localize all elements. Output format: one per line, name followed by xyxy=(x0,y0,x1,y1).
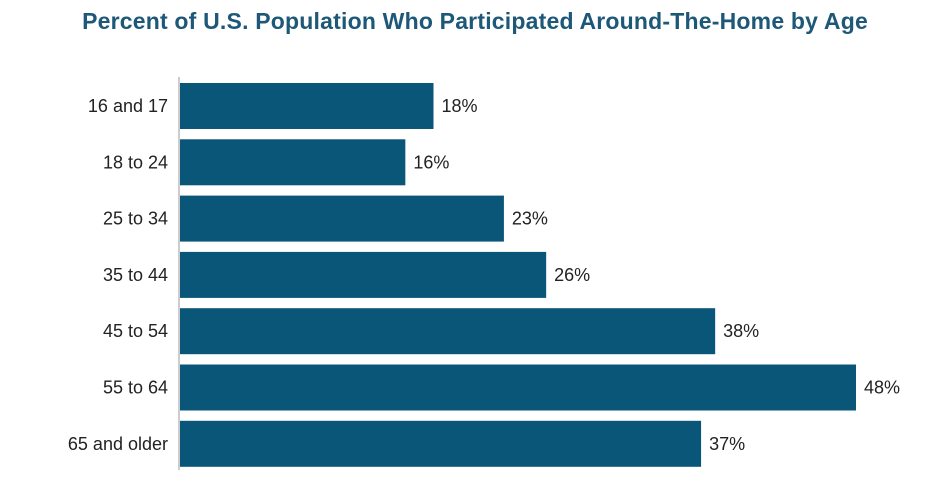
category-label: 45 to 54 xyxy=(103,321,168,341)
bar-4 xyxy=(180,251,547,298)
chart-title: Percent of U.S. Population Who Participa… xyxy=(82,8,868,34)
category-label: 16 and 17 xyxy=(88,96,168,116)
value-label: 18% xyxy=(442,96,478,116)
category-label: 25 to 34 xyxy=(103,209,168,229)
bar-3 xyxy=(180,195,504,242)
bar-1 xyxy=(180,83,434,129)
bar-6 xyxy=(180,364,856,411)
value-label: 23% xyxy=(512,209,548,229)
category-label: 35 to 44 xyxy=(103,265,168,285)
value-label: 37% xyxy=(709,434,745,454)
category-label: 65 and older xyxy=(68,434,168,454)
value-label: 16% xyxy=(413,152,449,172)
bars-group: 16 and 17 18% 18 to 24 16% 25 to 34 23% 35 to … xyxy=(68,83,900,467)
category-label: 18 to 24 xyxy=(103,152,168,172)
bar-7 xyxy=(180,420,702,467)
value-label: 26% xyxy=(554,265,590,285)
value-label: 48% xyxy=(864,378,900,398)
bar-5 xyxy=(180,308,716,355)
category-label: 55 to 64 xyxy=(103,378,168,398)
value-label: 38% xyxy=(723,321,759,341)
bar-2 xyxy=(180,139,406,186)
